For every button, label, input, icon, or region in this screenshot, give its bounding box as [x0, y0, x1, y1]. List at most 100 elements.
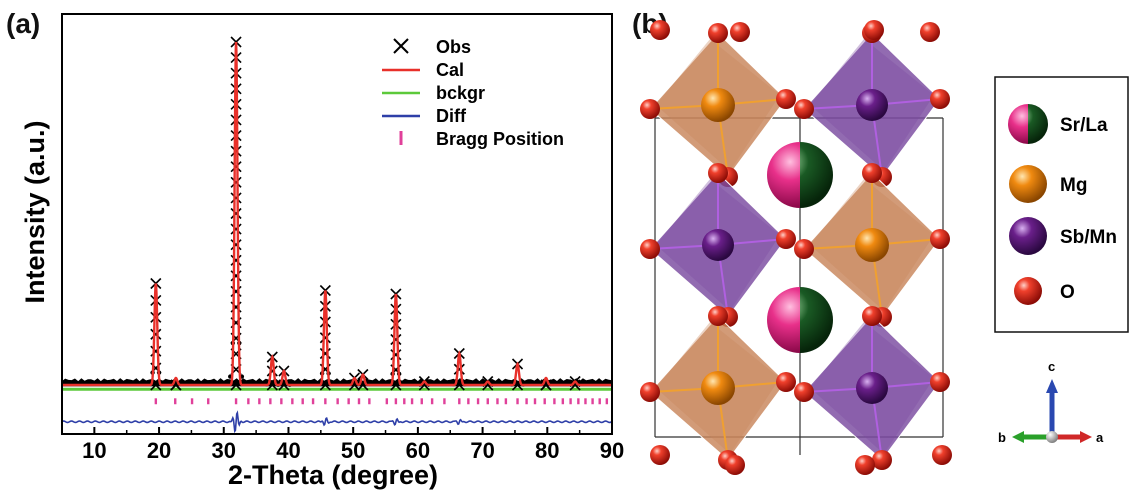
obs-marker-stroke	[230, 239, 242, 251]
mg-atom	[701, 371, 735, 405]
oxygen-atom	[708, 23, 728, 43]
split-sphere-icon	[1008, 104, 1048, 144]
obs-marker	[150, 345, 162, 357]
obs-marker-stroke	[390, 333, 402, 346]
legend-label: O	[1060, 282, 1075, 303]
x-tick-label: 30	[212, 438, 236, 463]
oxygen-atom	[862, 163, 882, 183]
obs-marker	[230, 192, 242, 204]
obs-marker-stroke	[482, 379, 494, 391]
plot-frame	[61, 13, 613, 435]
obs-marker	[266, 365, 278, 377]
oxygen-atom	[776, 229, 796, 249]
obs-marker-stroke	[170, 379, 182, 391]
obs-marker	[319, 316, 331, 328]
b-axis-arrowhead	[1012, 431, 1024, 443]
oxygen-atom	[640, 99, 660, 119]
obs-marker	[319, 347, 331, 360]
axis-origin	[1046, 431, 1058, 443]
obs-marker	[230, 145, 242, 157]
x-tick-label: 50	[341, 438, 365, 463]
b-axis-label: b	[998, 430, 1006, 445]
panel-a-label: (a)	[6, 8, 41, 39]
sphere-icon	[1009, 165, 1047, 203]
obs-marker-stroke	[453, 363, 465, 375]
oxygen-atom	[855, 455, 875, 475]
calculated-line	[62, 41, 612, 387]
obs-marker	[482, 379, 494, 391]
oxygen-atom	[932, 445, 952, 465]
crystal-structure: Sr/La Mg Sb/Mn O c b a	[640, 20, 1129, 475]
sr-la-atom	[767, 287, 833, 353]
oxygen-atom	[730, 22, 750, 42]
mg-atom	[855, 228, 889, 262]
sphere-half	[1028, 104, 1048, 144]
obs-marker	[150, 311, 162, 323]
x-tick-label: 10	[82, 438, 106, 463]
sr-half	[767, 142, 800, 208]
obs-marker-stroke	[418, 379, 430, 391]
obs-marker-stroke	[569, 379, 581, 391]
sb-mn-atom	[856, 89, 888, 121]
legend-label: Sb/Mn	[1060, 227, 1117, 248]
oxygen-atom	[776, 89, 796, 109]
oxygen-atom	[794, 382, 814, 402]
obs-marker	[418, 379, 430, 391]
obs-marker-stroke	[540, 379, 552, 391]
legend-label: bckgr	[436, 83, 485, 103]
a-axis-label: a	[1096, 430, 1104, 445]
x-tick-label: 60	[406, 438, 430, 463]
xrd-chart: 10 20 30 40 50 60 70 80 90 Obs Cal bckgr Diff Bragg P…	[20, 13, 624, 490]
oxygen-atom	[708, 163, 728, 183]
difference-line	[61, 410, 613, 434]
oxygen-atom	[920, 22, 940, 42]
a-axis-arrowhead	[1080, 431, 1092, 443]
sphere-icon	[1014, 277, 1042, 305]
legend-label: Mg	[1060, 175, 1087, 196]
la-half	[800, 287, 833, 353]
obs-marker	[390, 349, 402, 361]
x-axis-label: 2-Theta (degree)	[228, 460, 438, 490]
legend-entry-diff: Diff	[382, 106, 467, 126]
obs-marker-stroke	[390, 318, 402, 330]
obs-marker-stroke	[230, 176, 242, 188]
obs-marker-stroke	[230, 192, 242, 204]
oxygen-atom	[864, 20, 884, 40]
oxygen-atom	[930, 89, 950, 109]
oxygen-atom	[708, 306, 728, 326]
la-half	[800, 142, 833, 208]
legend-label: Bragg Position	[436, 129, 564, 149]
obs-marker	[390, 333, 402, 346]
obs-marker	[230, 270, 242, 282]
legend-entry-obs: Obs	[393, 37, 471, 57]
obs-marker	[540, 379, 552, 391]
oxygen-atom	[930, 372, 950, 392]
x-tick-label: 40	[276, 438, 300, 463]
obs-marker	[230, 161, 242, 173]
obs-marker	[170, 379, 182, 391]
x-tick-label: 20	[147, 438, 171, 463]
obs-marker-stroke	[230, 161, 242, 173]
obs-marker	[230, 239, 242, 251]
sr-half	[767, 287, 800, 353]
oxygen-atom	[872, 450, 892, 470]
oxygen-atom	[794, 99, 814, 119]
legend-label: Sr/La	[1060, 115, 1108, 136]
obs-marker	[150, 328, 162, 340]
obs-marker-stroke	[266, 365, 278, 377]
sphere-icon	[1009, 217, 1047, 255]
obs-marker-stroke	[319, 332, 331, 344]
obs-marker	[230, 207, 242, 220]
c-axis-arrowhead	[1046, 379, 1058, 393]
obs-marker	[319, 332, 331, 344]
obs-marker-stroke	[230, 223, 242, 235]
legend-entry-mg: Mg	[1009, 165, 1087, 203]
legend-entry-bragg-position: Bragg Position	[399, 129, 564, 149]
oxygen-atom	[640, 382, 660, 402]
legend-label: Diff	[436, 106, 467, 126]
oxygen-atom	[640, 239, 660, 259]
obs-marker	[569, 379, 581, 391]
oxygen-atom	[930, 229, 950, 249]
obs-marker	[453, 363, 465, 375]
obs-marker-stroke	[230, 145, 242, 157]
